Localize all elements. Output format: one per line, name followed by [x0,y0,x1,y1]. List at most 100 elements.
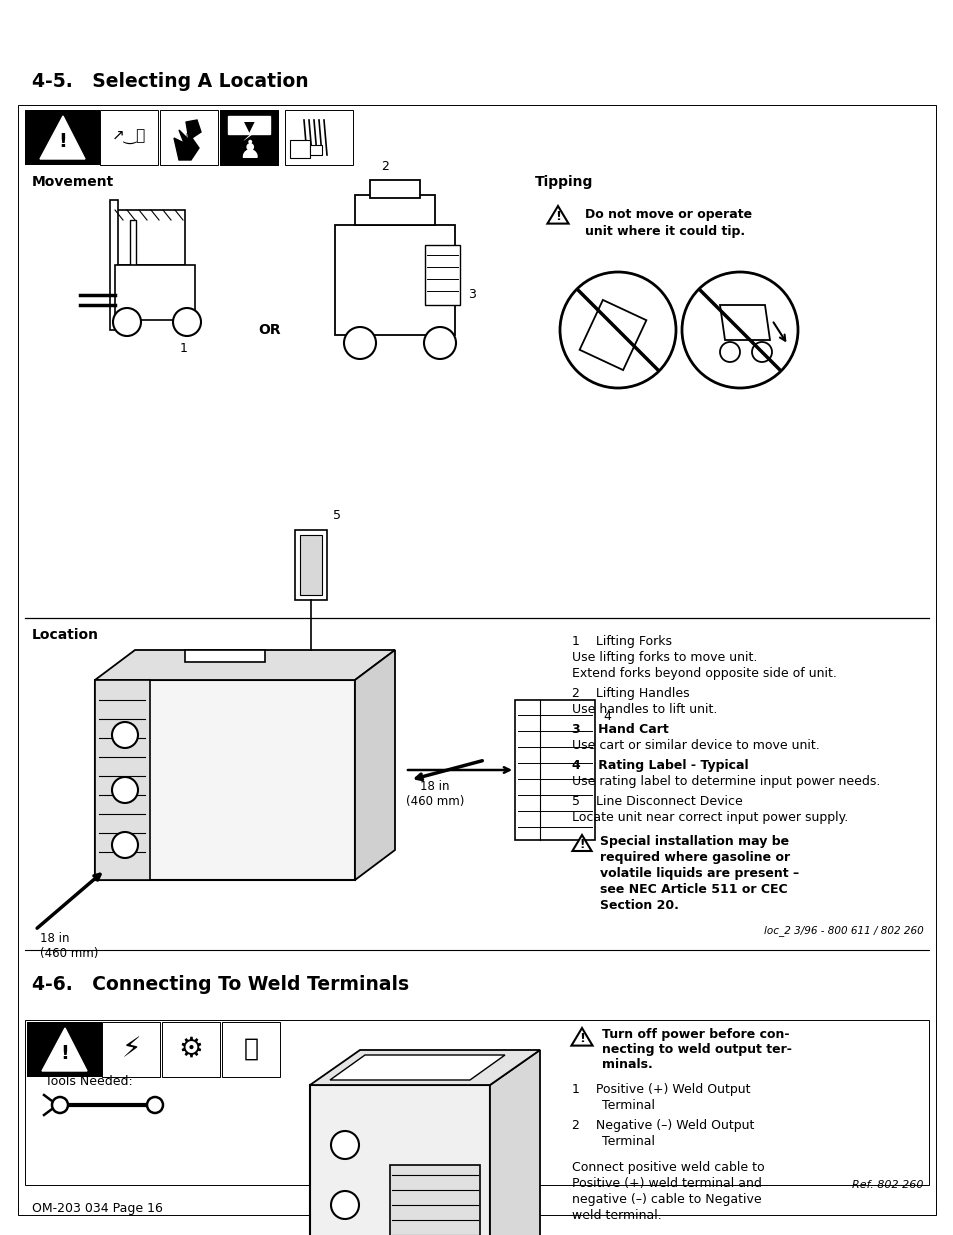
Bar [370,180,419,198]
Text: ♟: ♟ [237,140,260,163]
Text: 1    Lifting Forks: 1 Lifting Forks [572,635,671,648]
Bar [18,105,935,1215]
Text: 2    Negative (–) Weld Output: 2 Negative (–) Weld Output [572,1119,754,1132]
Bar [160,110,218,165]
Bar [228,116,270,135]
Text: 2: 2 [380,161,389,173]
Text: Use rating label to determine input power needs.: Use rating label to determine input powe… [572,776,880,788]
Bar [294,530,327,600]
Text: ↗‿🏃: ↗‿🏃 [112,130,146,144]
Circle shape [681,272,797,388]
Circle shape [112,832,138,858]
Polygon shape [572,835,591,851]
Text: Do not move or operate: Do not move or operate [584,207,751,221]
Text: 𝄙: 𝄙 [185,132,193,146]
Text: negative (–) cable to Negative: negative (–) cable to Negative [572,1193,760,1207]
Polygon shape [355,650,395,881]
Polygon shape [40,116,85,159]
Circle shape [423,327,456,359]
Bar [290,140,310,158]
Text: !: ! [578,1032,584,1045]
Bar [220,110,277,165]
Text: 18 in
(460 mm): 18 in (460 mm) [405,781,464,808]
Text: 4-6.   Connecting To Weld Terminals: 4-6. Connecting To Weld Terminals [32,974,409,994]
Text: ⚡: ⚡ [121,1035,141,1063]
Text: Ref. 802 260: Ref. 802 260 [852,1179,923,1191]
Text: Turn off power before con-: Turn off power before con- [601,1028,789,1041]
Bar [25,1020,928,1186]
Text: Movement: Movement [32,175,114,189]
Text: Tipping: Tipping [535,175,593,189]
Text: unit where it could tip.: unit where it could tip. [584,225,744,238]
Bar [222,1023,280,1077]
Text: 4    Rating Label - Typical: 4 Rating Label - Typical [572,760,748,772]
Bar [185,650,265,662]
Circle shape [172,308,201,336]
Polygon shape [330,1055,504,1079]
Text: 5    Line Disconnect Device: 5 Line Disconnect Device [572,795,742,808]
Text: Location: Location [32,629,99,642]
Text: 1: 1 [180,342,188,354]
Text: Use lifting forks to move unit.: Use lifting forks to move unit. [572,651,757,664]
Text: !: ! [578,839,584,851]
Circle shape [344,327,375,359]
Text: !: ! [58,132,68,152]
Polygon shape [571,1028,592,1046]
Polygon shape [173,120,201,161]
Bar [100,110,158,165]
Text: minals.: minals. [601,1058,652,1071]
Text: Extend forks beyond opposite side of unit.: Extend forks beyond opposite side of uni… [572,667,836,680]
Text: 4-5.   Selecting A Location: 4-5. Selecting A Location [32,72,309,91]
Text: 18 in
(460 mm): 18 in (460 mm) [40,932,98,960]
Circle shape [331,1191,358,1219]
Text: Terminal: Terminal [601,1135,655,1149]
Circle shape [331,1131,358,1158]
Polygon shape [42,1028,87,1071]
Text: Tools Needed:: Tools Needed: [45,1074,132,1088]
Polygon shape [310,1050,539,1086]
Text: 5: 5 [333,509,340,522]
Text: ⚙: ⚙ [178,1035,203,1063]
Text: Use cart or similar device to move unit.: Use cart or similar device to move unit. [572,739,819,752]
Polygon shape [547,206,568,224]
Text: 〰: 〰 [243,1037,258,1061]
Bar [355,195,435,225]
Text: !: ! [60,1045,70,1063]
Text: required where gasoline or: required where gasoline or [599,851,789,864]
Text: necting to weld output ter-: necting to weld output ter- [601,1044,791,1056]
Text: OM-203 034 Page 16: OM-203 034 Page 16 [32,1202,163,1215]
Bar [310,144,322,156]
Circle shape [559,272,676,388]
Bar [115,210,185,266]
Bar [27,1023,102,1077]
Text: 4: 4 [602,710,610,722]
Text: Connect positive weld cable to: Connect positive weld cable to [572,1161,763,1174]
Bar [110,200,118,330]
Text: see NEC Article 511 or CEC: see NEC Article 511 or CEC [599,883,787,897]
Polygon shape [490,1050,539,1235]
Text: 3: 3 [468,289,476,301]
Bar [95,680,150,881]
Bar [515,700,595,840]
Bar [115,266,194,320]
Text: Special installation may be: Special installation may be [599,835,788,848]
Circle shape [147,1097,163,1113]
Text: Section 20.: Section 20. [599,899,679,911]
Text: ▼: ▼ [243,119,254,133]
Text: Terminal: Terminal [601,1099,655,1112]
Text: volatile liquids are present –: volatile liquids are present – [599,867,799,881]
Bar [130,220,136,300]
Circle shape [112,722,138,748]
Bar [424,245,459,305]
Circle shape [52,1097,68,1113]
Bar [390,1165,479,1235]
Text: 2    Lifting Handles: 2 Lifting Handles [572,687,689,700]
Bar [25,110,100,165]
Bar [102,1023,160,1077]
Circle shape [112,777,138,803]
Text: Use handles to lift unit.: Use handles to lift unit. [572,703,717,716]
Bar [310,1086,490,1235]
Bar [285,110,353,165]
Text: ⚡: ⚡ [241,125,256,144]
Bar [299,535,322,595]
